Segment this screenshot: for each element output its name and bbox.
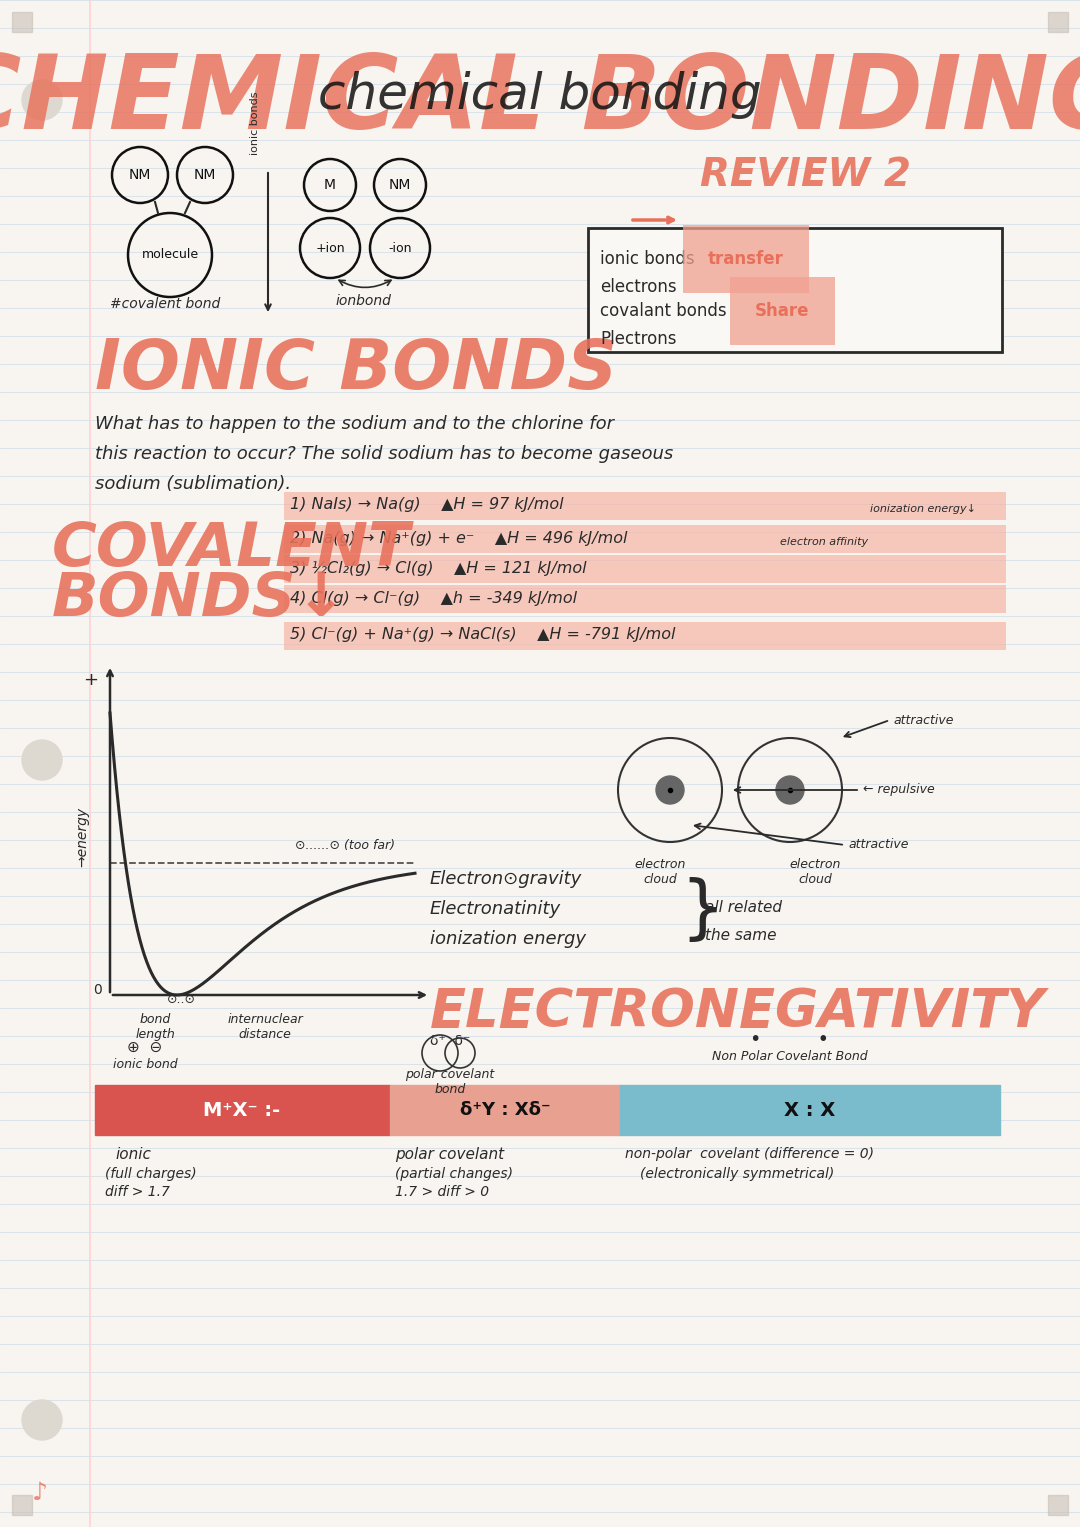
Text: -ion: -ion: [388, 241, 411, 255]
Text: electron
cloud: electron cloud: [789, 858, 840, 886]
Text: ionic bonds: ionic bonds: [249, 92, 260, 156]
Bar: [390, 1086, 620, 1135]
Text: COVALENT: COVALENT: [52, 521, 410, 579]
FancyBboxPatch shape: [588, 228, 1002, 353]
Text: X : X: X : X: [784, 1101, 836, 1119]
Text: →energy: →energy: [75, 806, 89, 867]
Text: ⊙..⊙: ⊙..⊙: [167, 993, 197, 1006]
Text: bond
length: bond length: [135, 1012, 175, 1041]
Text: ionization energy: ionization energy: [430, 930, 586, 948]
Bar: [12, 1495, 32, 1515]
Text: Share: Share: [755, 302, 810, 321]
Text: }: }: [680, 876, 724, 944]
Text: ♪: ♪: [32, 1481, 48, 1506]
Text: internuclear
distance: internuclear distance: [227, 1012, 302, 1041]
Text: Electron⊙gravity: Electron⊙gravity: [430, 870, 582, 889]
Text: chemical bonding: chemical bonding: [319, 70, 761, 119]
Text: (full charges): (full charges): [105, 1167, 197, 1180]
Text: #covalent bond: #covalent bond: [110, 296, 220, 312]
Text: Electronatinity: Electronatinity: [430, 899, 562, 918]
Text: CHEMICAL BONDING: CHEMICAL BONDING: [0, 49, 1080, 151]
Text: (electronically symmetrical): (electronically symmetrical): [640, 1167, 834, 1180]
Text: IONIC BONDS: IONIC BONDS: [95, 336, 618, 403]
Bar: [620, 1086, 1000, 1135]
Text: 0: 0: [93, 983, 102, 997]
FancyBboxPatch shape: [284, 554, 1005, 583]
Bar: [1048, 1495, 1068, 1515]
Text: transfer: transfer: [708, 250, 784, 269]
Text: attractive: attractive: [848, 838, 908, 852]
Text: δ⁺Y : Xδ⁻: δ⁺Y : Xδ⁻: [460, 1101, 551, 1119]
Text: NM: NM: [129, 168, 151, 182]
Text: ⊕  ⊖: ⊕ ⊖: [127, 1040, 163, 1055]
Text: covalant bonds: covalant bonds: [600, 302, 732, 321]
Text: BONDS↓: BONDS↓: [52, 570, 348, 629]
Text: attractive: attractive: [893, 713, 954, 727]
FancyBboxPatch shape: [284, 585, 1005, 612]
Text: 5) Cl⁻(g) + Na⁺(g) → NaCl(s)    ▲H = -791 kJ/mol: 5) Cl⁻(g) + Na⁺(g) → NaCl(s) ▲H = -791 k…: [291, 628, 675, 643]
Text: ionization energy↓: ionization energy↓: [870, 504, 976, 515]
Circle shape: [656, 776, 684, 805]
Text: NM: NM: [193, 168, 216, 182]
Text: electron
cloud: electron cloud: [634, 858, 686, 886]
Text: ionic: ionic: [114, 1147, 151, 1162]
FancyBboxPatch shape: [284, 525, 1005, 553]
Text: NM: NM: [389, 179, 411, 192]
Text: electrons: electrons: [600, 278, 677, 296]
Text: 2) Na(g) → Na⁺(g) + e⁻    ▲H = 496 kJ/mol: 2) Na(g) → Na⁺(g) + e⁻ ▲H = 496 kJ/mol: [291, 530, 627, 545]
FancyBboxPatch shape: [284, 621, 1005, 651]
Text: REVIEW 2: REVIEW 2: [700, 156, 910, 194]
Text: polar covelant: polar covelant: [395, 1147, 504, 1162]
Text: 1.7 > diff > 0: 1.7 > diff > 0: [395, 1185, 489, 1199]
Text: polar covelant
bond: polar covelant bond: [405, 1067, 495, 1096]
FancyBboxPatch shape: [284, 492, 1005, 521]
Text: (partial changes): (partial changes): [395, 1167, 513, 1180]
Text: +ion: +ion: [315, 241, 345, 255]
Circle shape: [22, 79, 62, 121]
Text: diff > 1.7: diff > 1.7: [105, 1185, 170, 1199]
Text: this reaction to occur? The solid sodium has to become gaseous: this reaction to occur? The solid sodium…: [95, 444, 673, 463]
Text: δ⁺  δ⁻: δ⁺ δ⁻: [430, 1034, 470, 1048]
Text: ionic bond: ionic bond: [112, 1058, 177, 1070]
Text: 3) ½Cl₂(g) → Cl(g)    ▲H = 121 kJ/mol: 3) ½Cl₂(g) → Cl(g) ▲H = 121 kJ/mol: [291, 560, 586, 576]
Text: M: M: [324, 179, 336, 192]
Bar: [95, 1086, 390, 1135]
Text: M⁺X⁻ :-: M⁺X⁻ :-: [203, 1101, 281, 1119]
Text: sodium (sublimation).: sodium (sublimation).: [95, 475, 292, 493]
Text: Non Polar Covelant Bond: Non Polar Covelant Bond: [712, 1051, 868, 1063]
Text: 4) Cl(g) → Cl⁻(g)    ▲h = -349 kJ/mol: 4) Cl(g) → Cl⁻(g) ▲h = -349 kJ/mol: [291, 591, 577, 606]
Text: all related: all related: [705, 899, 782, 915]
Text: ⊙......⊙ (too far): ⊙......⊙ (too far): [295, 838, 395, 852]
Text: What has to happen to the sodium and to the chlorine for: What has to happen to the sodium and to …: [95, 415, 615, 434]
Text: non-polar  covelant (difference = 0): non-polar covelant (difference = 0): [625, 1147, 874, 1161]
Text: ← repulsive: ← repulsive: [863, 783, 935, 797]
Text: Plectrons: Plectrons: [600, 330, 676, 348]
Text: •         •: • •: [751, 1031, 829, 1049]
Bar: [12, 12, 32, 32]
Text: 1) NaIs) → Na(g)    ▲H = 97 kJ/mol: 1) NaIs) → Na(g) ▲H = 97 kJ/mol: [291, 498, 564, 513]
Circle shape: [22, 1400, 62, 1440]
Text: molecule: molecule: [141, 249, 199, 261]
Text: the same: the same: [705, 928, 777, 944]
Text: ionbond: ionbond: [335, 295, 391, 308]
Text: ELECTRONEGATIVITY: ELECTRONEGATIVITY: [430, 986, 1045, 1038]
Text: ionic bonds: ionic bonds: [600, 250, 700, 269]
Circle shape: [22, 741, 62, 780]
Circle shape: [777, 776, 804, 805]
Bar: [1048, 12, 1068, 32]
Text: electron affinity: electron affinity: [780, 538, 868, 547]
Text: +: +: [83, 670, 98, 689]
